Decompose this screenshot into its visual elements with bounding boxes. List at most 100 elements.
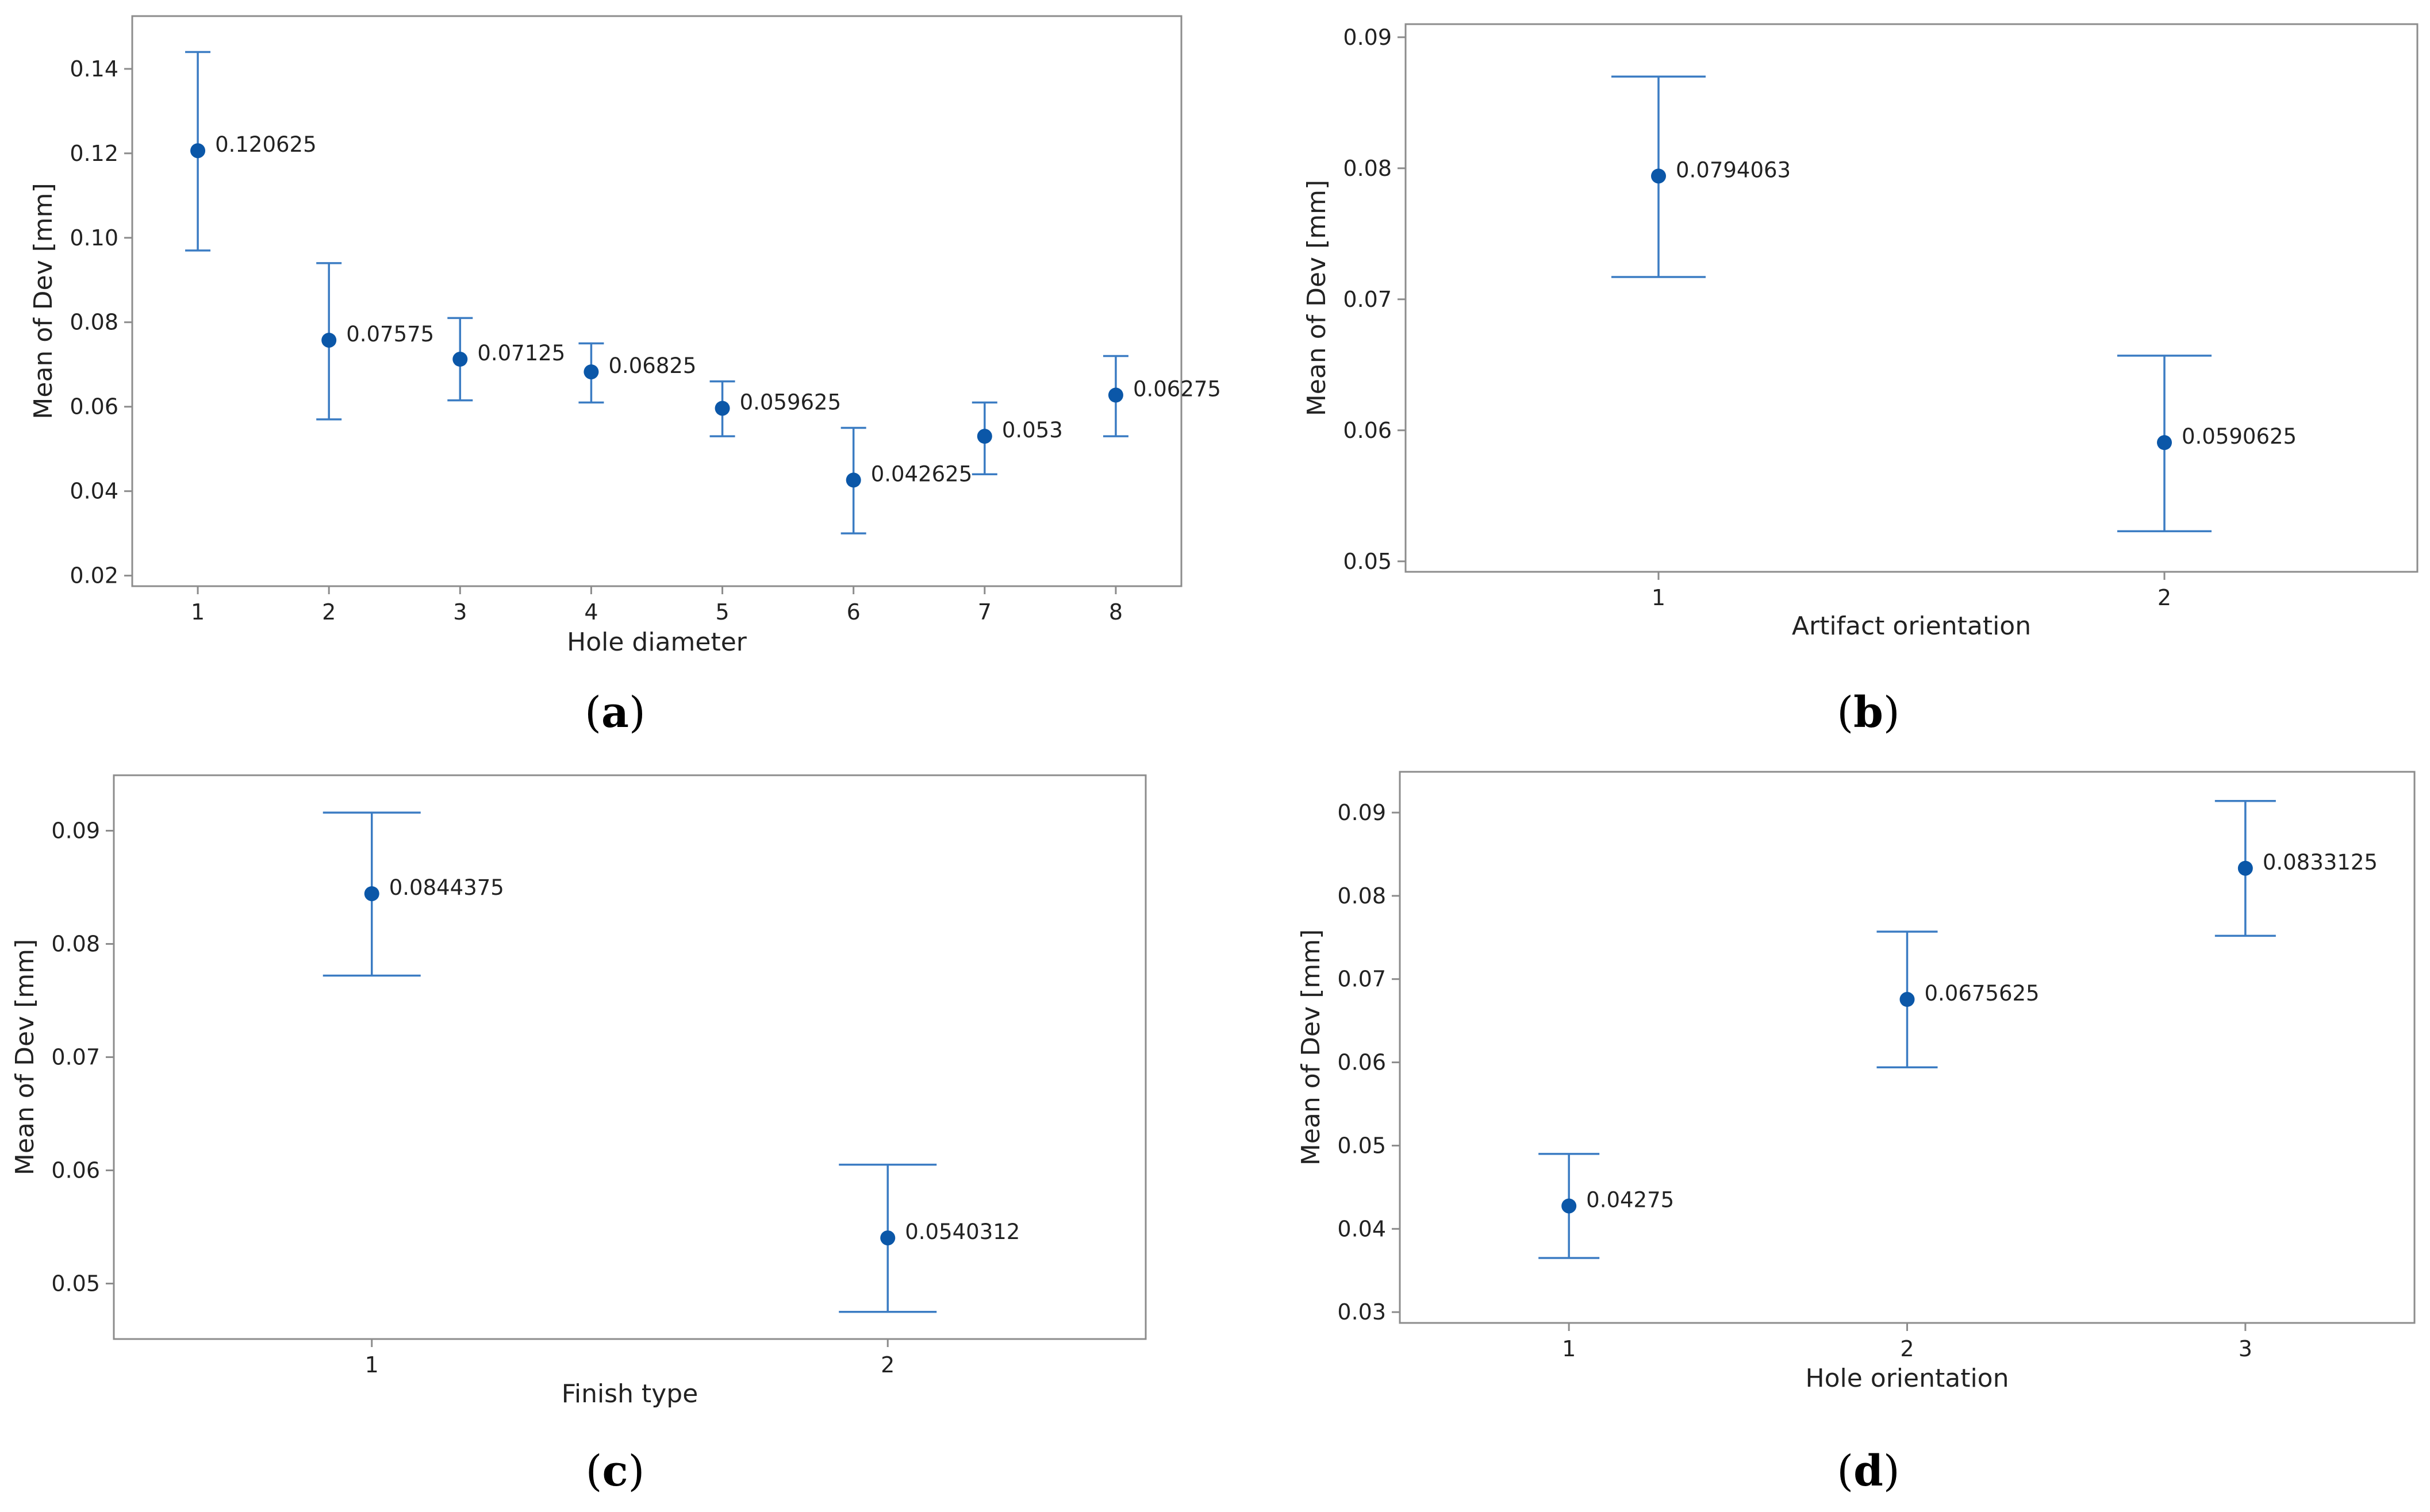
data-label: 0.06275	[1133, 376, 1221, 401]
mean-point	[452, 352, 468, 367]
mean-point	[364, 886, 379, 902]
y-tick-label: 0.08	[1343, 156, 1392, 181]
mean-point	[846, 472, 861, 488]
panel-label-open: (	[1837, 688, 1853, 737]
panel-b: 0.05 0.06 0.07 0.08 0.09 1 2 Artifact orientati…	[1302, 23, 2419, 737]
mean-point	[190, 143, 206, 159]
x-tick-label: 2	[881, 1352, 895, 1378]
y-tick-label: 0.05	[1337, 1133, 1386, 1158]
mean-point	[1899, 992, 1915, 1007]
y-tick-label: 0.10	[70, 225, 118, 251]
data-label: 0.06825	[608, 353, 696, 378]
data-label: 0.0833125	[2263, 850, 2378, 875]
y-tick-label: 0.05	[1343, 549, 1392, 574]
mean-point	[2237, 860, 2253, 876]
panel-label-close: )	[1883, 688, 1900, 737]
panel-label: (d)	[1837, 1446, 1900, 1496]
y-axis-label: Mean of Dev [mm]	[1302, 180, 1331, 416]
panel-label-letter: c	[602, 1446, 628, 1496]
y-tick-label: 0.12	[70, 141, 118, 166]
panel-c: 0.05 0.06 0.07 0.08 0.09 1 2 Finish type Mean of…	[10, 774, 1147, 1496]
y-tick-label: 0.06	[1337, 1050, 1386, 1075]
x-tick-label: 3	[2239, 1336, 2252, 1361]
y-tick-label: 0.09	[1337, 800, 1386, 825]
plot-frame	[131, 15, 1183, 587]
x-tick-label: 2	[2158, 585, 2171, 610]
panel-label-letter: b	[1853, 688, 1883, 737]
x-tick-label: 2	[322, 599, 336, 625]
y-tick-label: 0.03	[1337, 1299, 1386, 1325]
x-tick-label: 1	[365, 1352, 379, 1378]
y-tick-label: 0.07	[1343, 287, 1392, 312]
panel-label: (a)	[585, 688, 646, 737]
panel-label-open: (	[586, 1446, 602, 1496]
y-tick-label: 0.04	[70, 479, 118, 504]
y-tick-label: 0.08	[1337, 883, 1386, 909]
y-tick-label: 0.07	[1337, 967, 1386, 992]
y-axis-label: Mean of Dev [mm]	[1296, 929, 1326, 1165]
data-label: 0.120625	[215, 132, 317, 157]
data-label: 0.0675625	[1925, 981, 2040, 1006]
data-label: 0.053	[1002, 418, 1063, 443]
x-axis-label: Hole orientation	[1806, 1364, 2009, 1393]
data-label: 0.0844375	[389, 875, 504, 900]
panel-a: 0.02 0.04 0.06 0.08 0.10 0.12 0.14 1 2 3 4 5 6 7 8 Hole…	[29, 15, 1221, 737]
y-tick-label: 0.04	[1337, 1216, 1386, 1241]
data-label: 0.07575	[346, 322, 434, 347]
x-tick-label: 3	[453, 599, 467, 625]
plot-frame	[1404, 23, 2419, 573]
y-tick-label: 0.09	[51, 818, 100, 844]
panel-label: (b)	[1837, 688, 1900, 737]
data-label: 0.059625	[740, 390, 842, 414]
panel-label: (c)	[586, 1446, 645, 1496]
x-axis-label: Artifact orientation	[1792, 611, 2031, 641]
panel-label-open: (	[1837, 1446, 1853, 1496]
x-tick-label: 7	[978, 599, 992, 625]
y-tick-label: 0.06	[70, 394, 118, 420]
x-tick-label: 1	[1562, 1336, 1576, 1361]
panel-label-close: )	[628, 1446, 645, 1496]
mean-point	[321, 332, 337, 348]
panel-label-close: )	[1883, 1446, 1900, 1496]
panel-label-close: )	[629, 688, 646, 737]
y-tick-label: 0.08	[51, 932, 100, 957]
y-tick-label: 0.08	[70, 310, 118, 335]
x-tick-label: 1	[1652, 585, 1665, 610]
mean-point	[880, 1230, 896, 1246]
data-label: 0.0540312	[905, 1219, 1020, 1244]
y-axis-label: Mean of Dev [mm]	[29, 183, 58, 419]
data-label: 0.07125	[477, 341, 565, 366]
y-tick-label: 0.05	[51, 1271, 100, 1296]
x-tick-label: 1	[191, 599, 205, 625]
x-tick-label: 8	[1109, 599, 1123, 625]
y-tick-label: 0.06	[51, 1157, 100, 1183]
x-axis-label: Finish type	[562, 1379, 698, 1409]
x-tick-label: 4	[584, 599, 598, 625]
data-label: 0.042625	[871, 461, 973, 486]
data-label: 0.0590625	[2182, 424, 2297, 449]
y-axis-label: Mean of Dev [mm]	[10, 939, 40, 1175]
mean-point	[1651, 168, 1666, 184]
panel-label-letter: d	[1853, 1446, 1883, 1496]
mean-point	[2157, 435, 2172, 451]
y-tick-label: 0.09	[1343, 25, 1392, 50]
y-tick-label: 0.14	[70, 56, 118, 82]
data-label: 0.04275	[1586, 1187, 1674, 1212]
data-label: 0.0794063	[1676, 157, 1791, 182]
x-tick-label: 2	[1900, 1336, 1914, 1361]
x-tick-label: 6	[847, 599, 861, 625]
panel-d: 0.03 0.04 0.05 0.06 0.07 0.08 0.09 1 2 3 Hole orie…	[1296, 771, 2416, 1496]
panel-label-letter: a	[601, 688, 629, 737]
x-axis-label: Hole diameter	[567, 628, 747, 657]
mean-point	[977, 429, 992, 444]
y-tick-label: 0.02	[70, 563, 118, 588]
panel-label-open: (	[585, 688, 601, 737]
mean-point	[1108, 387, 1123, 403]
mean-point	[1561, 1198, 1577, 1214]
y-tick-label: 0.07	[51, 1045, 100, 1070]
mean-point	[583, 364, 599, 380]
mean-point	[715, 401, 730, 416]
y-tick-label: 0.06	[1343, 418, 1392, 443]
